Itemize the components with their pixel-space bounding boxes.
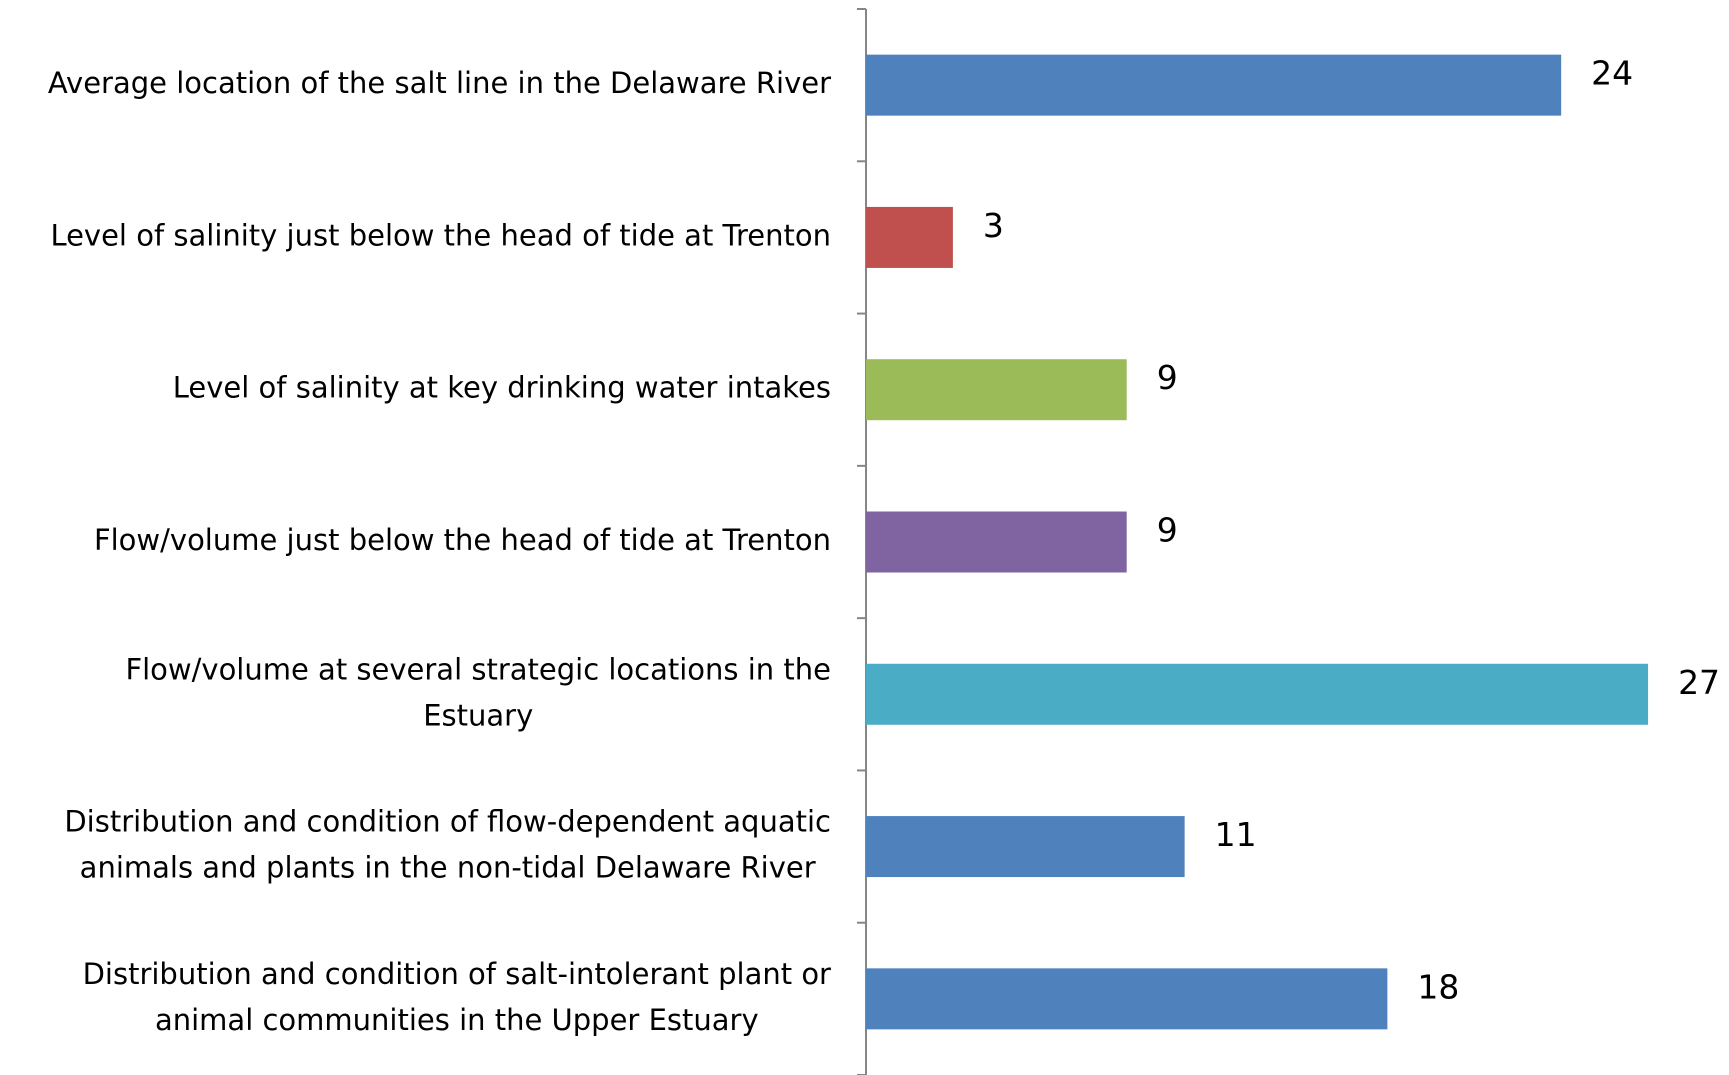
value-label: 27 [1678, 663, 1720, 702]
category-label: Flow/volume at several strategic locatio… [125, 652, 831, 732]
bar [866, 359, 1127, 421]
value-label: 24 [1591, 54, 1633, 93]
value-label: 18 [1417, 967, 1459, 1006]
category-label: Distribution and condition of flow-depen… [64, 805, 831, 885]
bar [866, 968, 1388, 1030]
value-label: 11 [1215, 815, 1257, 854]
category-label: Distribution and condition of salt-intol… [83, 957, 831, 1037]
category-label: Level of salinity just below the head of… [50, 218, 831, 252]
bar [866, 54, 1562, 116]
value-label: 9 [1157, 511, 1178, 550]
category-label: Average location of the salt line in the… [48, 66, 831, 100]
bar [866, 663, 1649, 725]
bar [866, 816, 1185, 878]
bar [866, 511, 1127, 573]
value-label: 3 [983, 206, 1004, 245]
category-label: Level of salinity at key drinking water … [173, 371, 831, 405]
value-label: 9 [1157, 358, 1178, 397]
category-label: Flow/volume just below the head of tide … [94, 523, 831, 557]
bar [866, 206, 953, 268]
